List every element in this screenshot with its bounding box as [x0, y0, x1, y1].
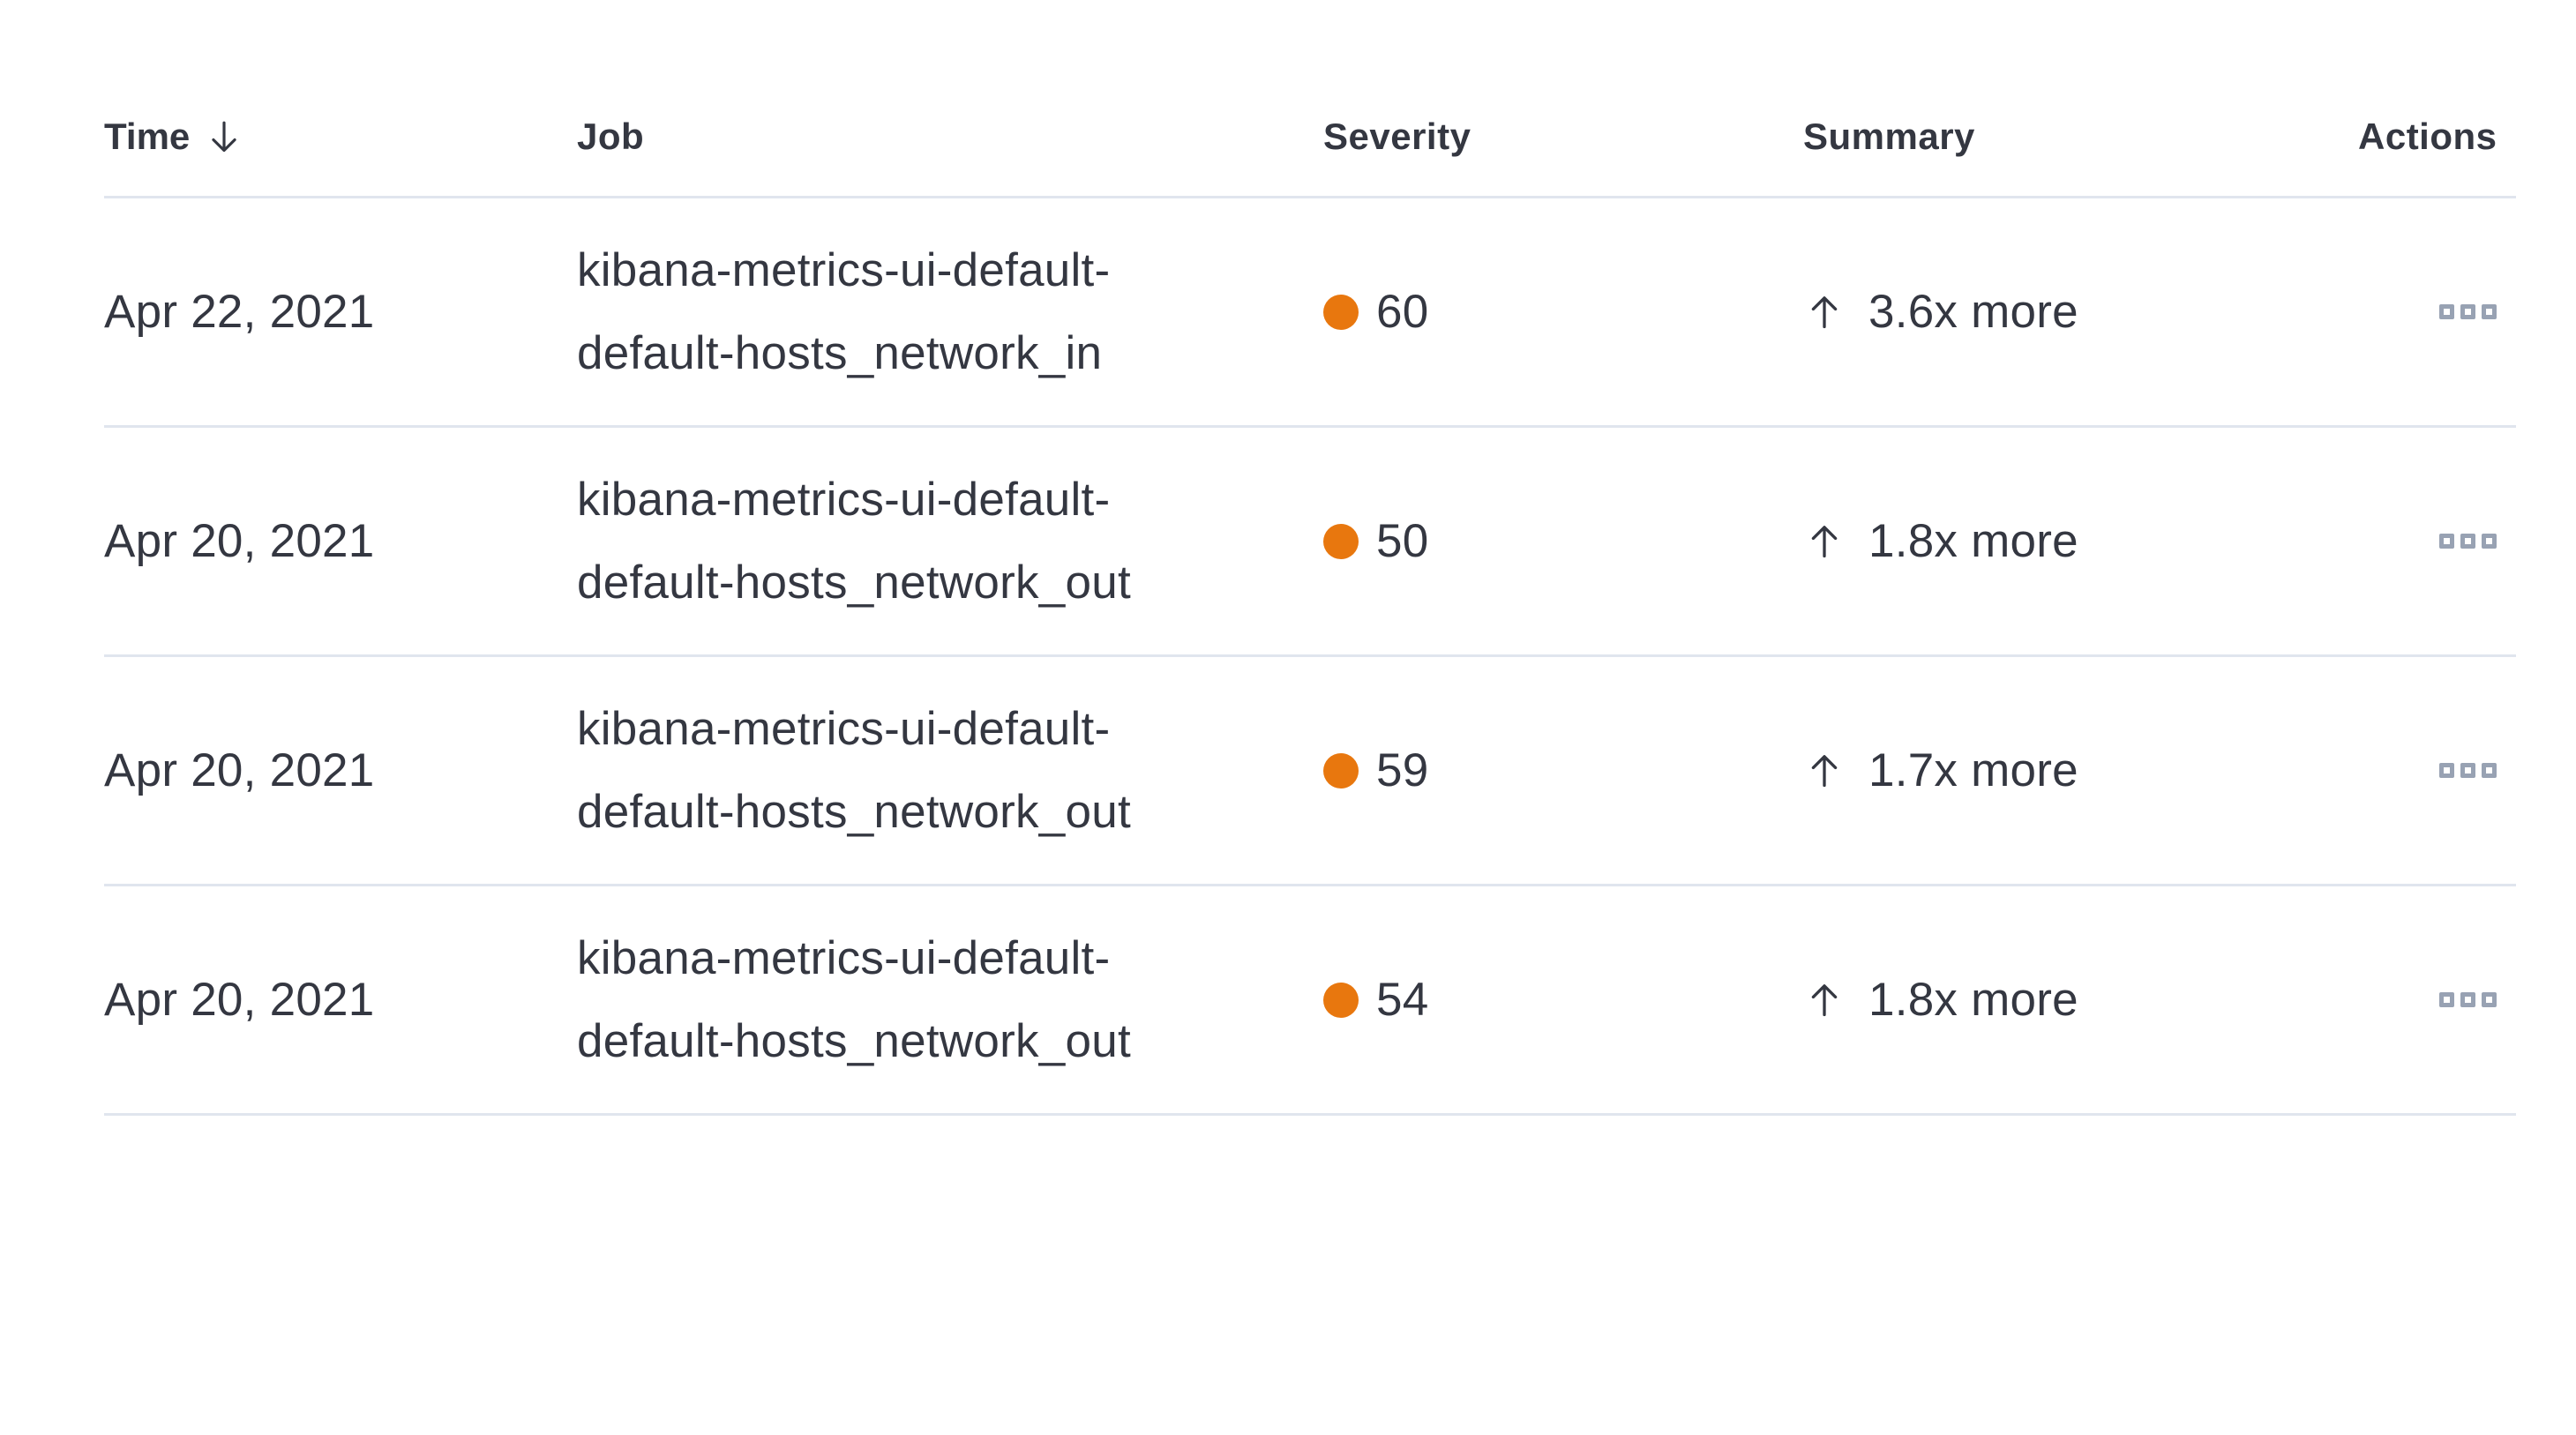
table-row: Apr 20, 2021 kibana-metrics-ui-default- … — [104, 886, 2516, 1116]
severity-cell: 59 — [1323, 744, 1803, 797]
col-header-job-label: Job — [577, 116, 645, 157]
severity-value: 50 — [1376, 515, 1429, 567]
arrow-up-icon — [1811, 754, 1838, 787]
job-name-line2: default-hosts_network_out — [577, 556, 1131, 609]
table-header-row: Time Job Severity Summary Actions — [104, 78, 2516, 198]
col-header-summary: Summary — [1803, 116, 2358, 158]
anomalies-table: Time Job Severity Summary Actions Apr 22… — [104, 78, 2516, 1116]
row-actions-button[interactable] — [2434, 758, 2502, 783]
summary-cell: 3.6x more — [1803, 285, 2358, 339]
job-cell: kibana-metrics-ui-default- default-hosts… — [577, 917, 1323, 1083]
job-name-line1: kibana-metrics-ui-default- — [577, 243, 1111, 296]
col-header-time-label: Time — [104, 116, 191, 157]
severity-dot-icon — [1323, 294, 1359, 330]
arrow-up-icon — [1811, 983, 1838, 1016]
actions-cell — [2358, 758, 2516, 783]
col-header-summary-label: Summary — [1803, 116, 1975, 157]
boxes-horizontal-icon — [2439, 763, 2454, 778]
job-cell: kibana-metrics-ui-default- default-hosts… — [577, 459, 1323, 624]
sort-by-time-button[interactable]: Time — [104, 116, 244, 158]
table-row: Apr 22, 2021 kibana-metrics-ui-default- … — [104, 198, 2516, 428]
severity-value: 59 — [1376, 744, 1429, 796]
row-actions-button[interactable] — [2434, 987, 2502, 1013]
summary-value: 3.6x more — [1868, 286, 2078, 338]
boxes-horizontal-icon — [2439, 534, 2454, 549]
job-name-line1: kibana-metrics-ui-default- — [577, 702, 1111, 755]
severity-dot-icon — [1323, 982, 1359, 1018]
time-cell: Apr 22, 2021 — [104, 285, 375, 338]
sort-descending-icon — [212, 121, 236, 153]
actions-cell — [2358, 987, 2516, 1013]
row-actions-button[interactable] — [2434, 528, 2502, 554]
job-name-line1: kibana-metrics-ui-default- — [577, 931, 1111, 984]
severity-value: 54 — [1376, 974, 1429, 1026]
summary-value: 1.7x more — [1868, 744, 2078, 796]
time-cell: Apr 20, 2021 — [104, 514, 375, 567]
col-header-time: Time — [104, 116, 577, 158]
job-name-line2: default-hosts_network_out — [577, 785, 1131, 838]
job-name-line1: kibana-metrics-ui-default- — [577, 473, 1111, 526]
job-name-line2: default-hosts_network_in — [577, 326, 1103, 379]
col-header-job: Job — [577, 116, 1323, 158]
job-name-line2: default-hosts_network_out — [577, 1014, 1131, 1067]
col-header-severity: Severity — [1323, 116, 1803, 158]
arrow-up-icon — [1811, 295, 1838, 328]
severity-cell: 54 — [1323, 973, 1803, 1027]
boxes-horizontal-icon — [2439, 304, 2454, 319]
severity-dot-icon — [1323, 752, 1359, 789]
severity-dot-icon — [1323, 523, 1359, 559]
actions-cell — [2358, 528, 2516, 554]
boxes-horizontal-icon — [2439, 992, 2454, 1007]
severity-value: 60 — [1376, 286, 1429, 338]
time-cell: Apr 20, 2021 — [104, 973, 375, 1026]
summary-cell: 1.8x more — [1803, 514, 2358, 568]
table-row: Apr 20, 2021 kibana-metrics-ui-default- … — [104, 428, 2516, 657]
col-header-actions: Actions — [2358, 116, 2516, 158]
summary-value: 1.8x more — [1868, 515, 2078, 567]
time-cell: Apr 20, 2021 — [104, 744, 375, 796]
table-row: Apr 20, 2021 kibana-metrics-ui-default- … — [104, 657, 2516, 886]
severity-cell: 60 — [1323, 285, 1803, 339]
job-cell: kibana-metrics-ui-default- default-hosts… — [577, 229, 1323, 395]
summary-value: 1.8x more — [1868, 974, 2078, 1026]
severity-cell: 50 — [1323, 514, 1803, 568]
summary-cell: 1.7x more — [1803, 744, 2358, 797]
col-header-actions-label: Actions — [2358, 116, 2497, 157]
arrow-up-icon — [1811, 525, 1838, 557]
actions-cell — [2358, 299, 2516, 325]
job-cell: kibana-metrics-ui-default- default-hosts… — [577, 688, 1323, 854]
summary-cell: 1.8x more — [1803, 973, 2358, 1027]
col-header-severity-label: Severity — [1323, 116, 1471, 157]
row-actions-button[interactable] — [2434, 299, 2502, 325]
